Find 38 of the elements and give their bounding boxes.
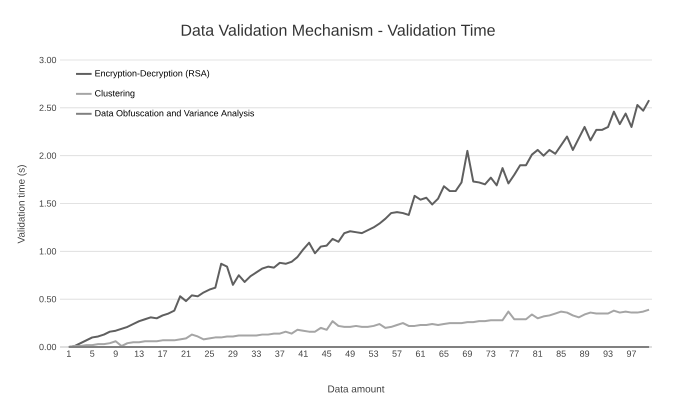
y-tick-label: 2.50 — [39, 104, 56, 112]
x-axis-title: Data amount — [328, 386, 384, 392]
x-tick-label: 21 — [181, 350, 191, 357]
x-tick-label: 97 — [626, 350, 636, 357]
x-tick-label: 37 — [275, 350, 284, 357]
x-tick-label: 93 — [603, 350, 613, 357]
x-tick-label: 69 — [462, 350, 472, 357]
y-tick-label: 0.00 — [39, 344, 56, 350]
x-tick-label: 49 — [345, 350, 355, 357]
chart-title: Data Validation Mechanism - Validation Time — [182, 24, 495, 36]
y-tick-label: 3.00 — [39, 56, 56, 64]
y-tick-label: 0.50 — [39, 296, 56, 302]
x-tick-label: 33 — [252, 350, 261, 357]
x-tick-label: 77 — [510, 350, 519, 357]
x-tick-label: 73 — [486, 350, 496, 357]
x-tick-label: 85 — [556, 350, 566, 357]
y-tick-label: 1.00 — [40, 248, 56, 255]
x-tick-label: 41 — [298, 350, 308, 357]
x-tick-label: 61 — [416, 350, 426, 357]
x-tick-label: 65 — [439, 350, 449, 357]
x-tick-label: 9 — [114, 350, 118, 357]
x-tick-label: 1 — [66, 350, 71, 357]
y-axis-title: Validation time (s) — [17, 165, 27, 244]
legend-label: Data Obfuscation and Variance Analysis — [95, 110, 254, 118]
x-tick-label: 57 — [392, 350, 402, 357]
x-tick-label: 53 — [368, 350, 378, 357]
legend-label: Clustering — [95, 90, 134, 98]
x-tick-label: 89 — [580, 350, 590, 357]
y-tick-label: 1.50 — [40, 200, 56, 207]
x-tick-label: 29 — [228, 350, 238, 357]
x-tick-label: 45 — [322, 350, 332, 357]
y-tick-label: 2.00 — [39, 152, 56, 159]
x-tick-label: 5 — [90, 350, 94, 357]
x-tick-label: 13 — [134, 350, 144, 357]
legend-label: Encryption-Decryption (RSA) — [95, 70, 210, 78]
x-tick-label: 17 — [158, 350, 168, 357]
x-tick-label: 25 — [204, 350, 214, 357]
x-tick-label: 81 — [533, 350, 542, 357]
